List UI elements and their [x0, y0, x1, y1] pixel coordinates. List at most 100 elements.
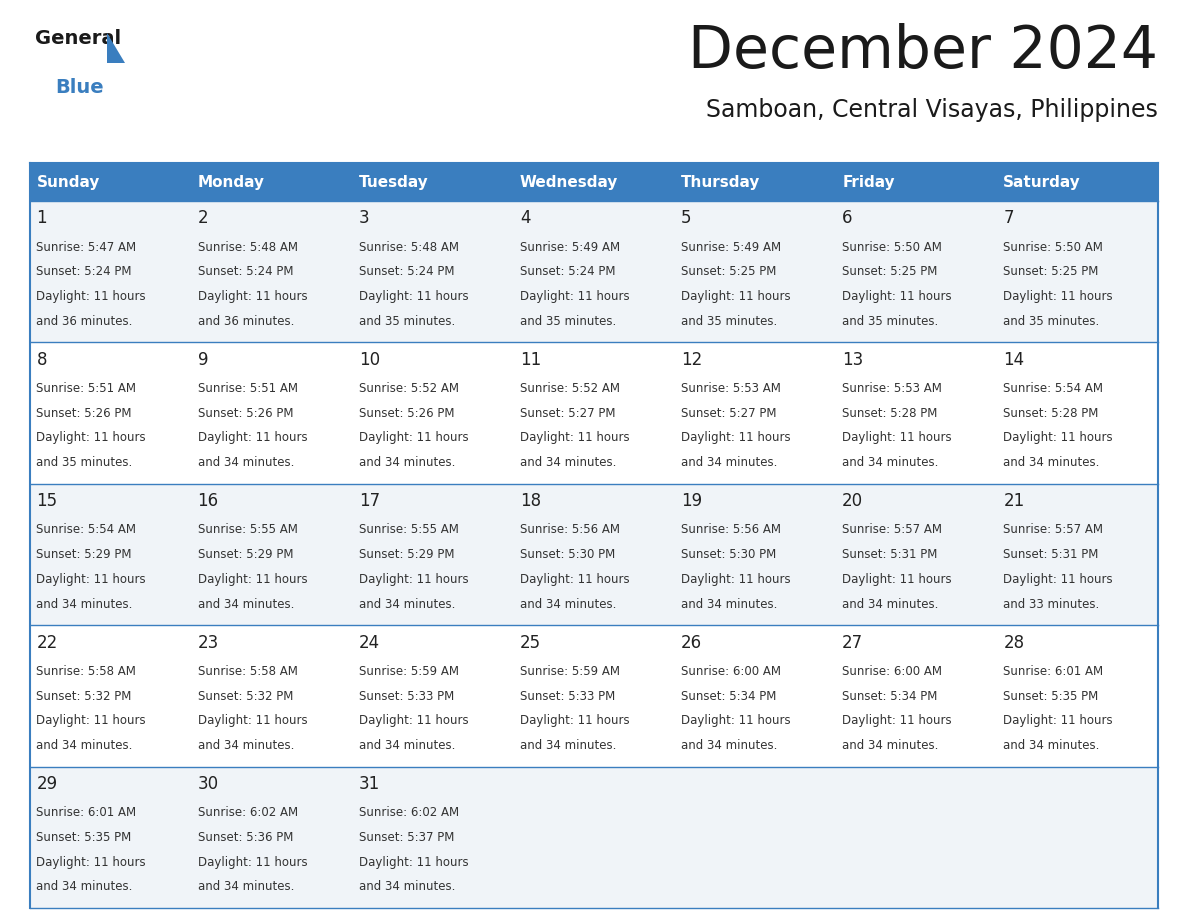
Text: 18: 18 [520, 492, 541, 510]
Text: 20: 20 [842, 492, 864, 510]
Text: 6: 6 [842, 209, 853, 228]
Text: Sunrise: 5:48 AM: Sunrise: 5:48 AM [359, 241, 459, 253]
Text: and 34 minutes.: and 34 minutes. [197, 598, 293, 610]
Text: Sunset: 5:27 PM: Sunset: 5:27 PM [681, 407, 777, 420]
Text: and 35 minutes.: and 35 minutes. [37, 456, 133, 469]
Text: 3: 3 [359, 209, 369, 228]
Text: Sunrise: 5:59 AM: Sunrise: 5:59 AM [520, 665, 620, 677]
Text: and 34 minutes.: and 34 minutes. [37, 739, 133, 752]
Text: 11: 11 [520, 351, 541, 369]
Text: Daylight: 11 hours: Daylight: 11 hours [37, 290, 146, 303]
Text: and 34 minutes.: and 34 minutes. [359, 456, 455, 469]
Text: and 34 minutes.: and 34 minutes. [197, 880, 293, 893]
Text: Daylight: 11 hours: Daylight: 11 hours [197, 714, 308, 727]
Text: 29: 29 [37, 775, 57, 793]
Text: and 34 minutes.: and 34 minutes. [520, 456, 617, 469]
Text: and 34 minutes.: and 34 minutes. [842, 739, 939, 752]
Text: Daylight: 11 hours: Daylight: 11 hours [681, 714, 791, 727]
Text: 26: 26 [681, 633, 702, 652]
Text: Sunset: 5:31 PM: Sunset: 5:31 PM [1004, 548, 1099, 561]
Text: and 34 minutes.: and 34 minutes. [842, 598, 939, 610]
Text: 9: 9 [197, 351, 208, 369]
Text: Sunset: 5:32 PM: Sunset: 5:32 PM [197, 689, 293, 702]
Text: 13: 13 [842, 351, 864, 369]
Text: Daylight: 11 hours: Daylight: 11 hours [520, 573, 630, 586]
Text: 23: 23 [197, 633, 219, 652]
Bar [30, 342, 1158, 484]
Text: Sunrise: 6:00 AM: Sunrise: 6:00 AM [681, 665, 781, 677]
Text: 27: 27 [842, 633, 864, 652]
Text: 4: 4 [520, 209, 530, 228]
Text: Sunset: 5:24 PM: Sunset: 5:24 PM [197, 265, 293, 278]
Text: Daylight: 11 hours: Daylight: 11 hours [1004, 290, 1113, 303]
Bar [30, 625, 1158, 767]
Text: Friday: Friday [842, 174, 895, 189]
Text: and 34 minutes.: and 34 minutes. [681, 456, 777, 469]
Text: Tuesday: Tuesday [359, 174, 429, 189]
Text: Sunset: 5:34 PM: Sunset: 5:34 PM [681, 689, 777, 702]
Bar [997, 163, 1158, 201]
Text: Sunrise: 6:01 AM: Sunrise: 6:01 AM [37, 806, 137, 819]
Text: Daylight: 11 hours: Daylight: 11 hours [359, 856, 468, 868]
Text: Sunrise: 5:51 AM: Sunrise: 5:51 AM [37, 382, 137, 395]
Text: Sunrise: 6:02 AM: Sunrise: 6:02 AM [359, 806, 459, 819]
Text: 1: 1 [37, 209, 48, 228]
Text: Blue: Blue [55, 78, 103, 97]
Text: Sunset: 5:24 PM: Sunset: 5:24 PM [520, 265, 615, 278]
Text: Sunset: 5:26 PM: Sunset: 5:26 PM [197, 407, 293, 420]
Text: December 2024: December 2024 [688, 23, 1158, 80]
Text: and 36 minutes.: and 36 minutes. [37, 315, 133, 328]
Text: Sunset: 5:26 PM: Sunset: 5:26 PM [37, 407, 132, 420]
Text: Sunset: 5:30 PM: Sunset: 5:30 PM [520, 548, 615, 561]
Text: 5: 5 [681, 209, 691, 228]
Text: Sunrise: 5:53 AM: Sunrise: 5:53 AM [681, 382, 781, 395]
Text: and 34 minutes.: and 34 minutes. [197, 456, 293, 469]
Bar [513, 163, 675, 201]
Text: 30: 30 [197, 775, 219, 793]
Text: and 34 minutes.: and 34 minutes. [1004, 739, 1100, 752]
Text: 14: 14 [1004, 351, 1024, 369]
Text: Sunset: 5:28 PM: Sunset: 5:28 PM [1004, 407, 1099, 420]
Text: Daylight: 11 hours: Daylight: 11 hours [197, 290, 308, 303]
Text: Daylight: 11 hours: Daylight: 11 hours [681, 290, 791, 303]
Text: Sunrise: 5:56 AM: Sunrise: 5:56 AM [520, 523, 620, 536]
Text: and 34 minutes.: and 34 minutes. [520, 739, 617, 752]
Text: 7: 7 [1004, 209, 1013, 228]
Text: Sunrise: 6:00 AM: Sunrise: 6:00 AM [842, 665, 942, 677]
Text: and 34 minutes.: and 34 minutes. [37, 880, 133, 893]
Text: Sunrise: 5:53 AM: Sunrise: 5:53 AM [842, 382, 942, 395]
Text: Samboan, Central Visayas, Philippines: Samboan, Central Visayas, Philippines [706, 98, 1158, 122]
Text: Sunrise: 5:54 AM: Sunrise: 5:54 AM [37, 523, 137, 536]
Text: Sunrise: 5:49 AM: Sunrise: 5:49 AM [681, 241, 782, 253]
Text: Sunset: 5:33 PM: Sunset: 5:33 PM [359, 689, 454, 702]
Text: Sunrise: 5:54 AM: Sunrise: 5:54 AM [1004, 382, 1104, 395]
Text: Sunrise: 5:52 AM: Sunrise: 5:52 AM [520, 382, 620, 395]
Text: Sunrise: 6:02 AM: Sunrise: 6:02 AM [197, 806, 298, 819]
Text: 24: 24 [359, 633, 380, 652]
Text: 2: 2 [197, 209, 208, 228]
Text: Daylight: 11 hours: Daylight: 11 hours [359, 573, 468, 586]
Text: Sunset: 5:33 PM: Sunset: 5:33 PM [520, 689, 615, 702]
Text: Sunset: 5:36 PM: Sunset: 5:36 PM [197, 831, 293, 844]
Text: Sunrise: 5:50 AM: Sunrise: 5:50 AM [842, 241, 942, 253]
Text: Daylight: 11 hours: Daylight: 11 hours [842, 573, 952, 586]
Text: Daylight: 11 hours: Daylight: 11 hours [842, 714, 952, 727]
Text: Daylight: 11 hours: Daylight: 11 hours [37, 573, 146, 586]
Text: Daylight: 11 hours: Daylight: 11 hours [681, 573, 791, 586]
Text: 25: 25 [520, 633, 541, 652]
Text: Sunset: 5:34 PM: Sunset: 5:34 PM [842, 689, 937, 702]
Text: Sunrise: 5:58 AM: Sunrise: 5:58 AM [37, 665, 137, 677]
Text: Sunrise: 5:57 AM: Sunrise: 5:57 AM [842, 523, 942, 536]
Text: Daylight: 11 hours: Daylight: 11 hours [1004, 573, 1113, 586]
Text: Daylight: 11 hours: Daylight: 11 hours [197, 856, 308, 868]
Text: Sunrise: 5:56 AM: Sunrise: 5:56 AM [681, 523, 781, 536]
Text: Sunrise: 5:55 AM: Sunrise: 5:55 AM [197, 523, 297, 536]
Text: 22: 22 [37, 633, 58, 652]
Text: Sunset: 5:32 PM: Sunset: 5:32 PM [37, 689, 132, 702]
Text: 19: 19 [681, 492, 702, 510]
Text: Sunset: 5:25 PM: Sunset: 5:25 PM [681, 265, 777, 278]
Text: Sunset: 5:29 PM: Sunset: 5:29 PM [37, 548, 132, 561]
Text: and 33 minutes.: and 33 minutes. [1004, 598, 1100, 610]
Text: 12: 12 [681, 351, 702, 369]
Text: Sunset: 5:37 PM: Sunset: 5:37 PM [359, 831, 454, 844]
